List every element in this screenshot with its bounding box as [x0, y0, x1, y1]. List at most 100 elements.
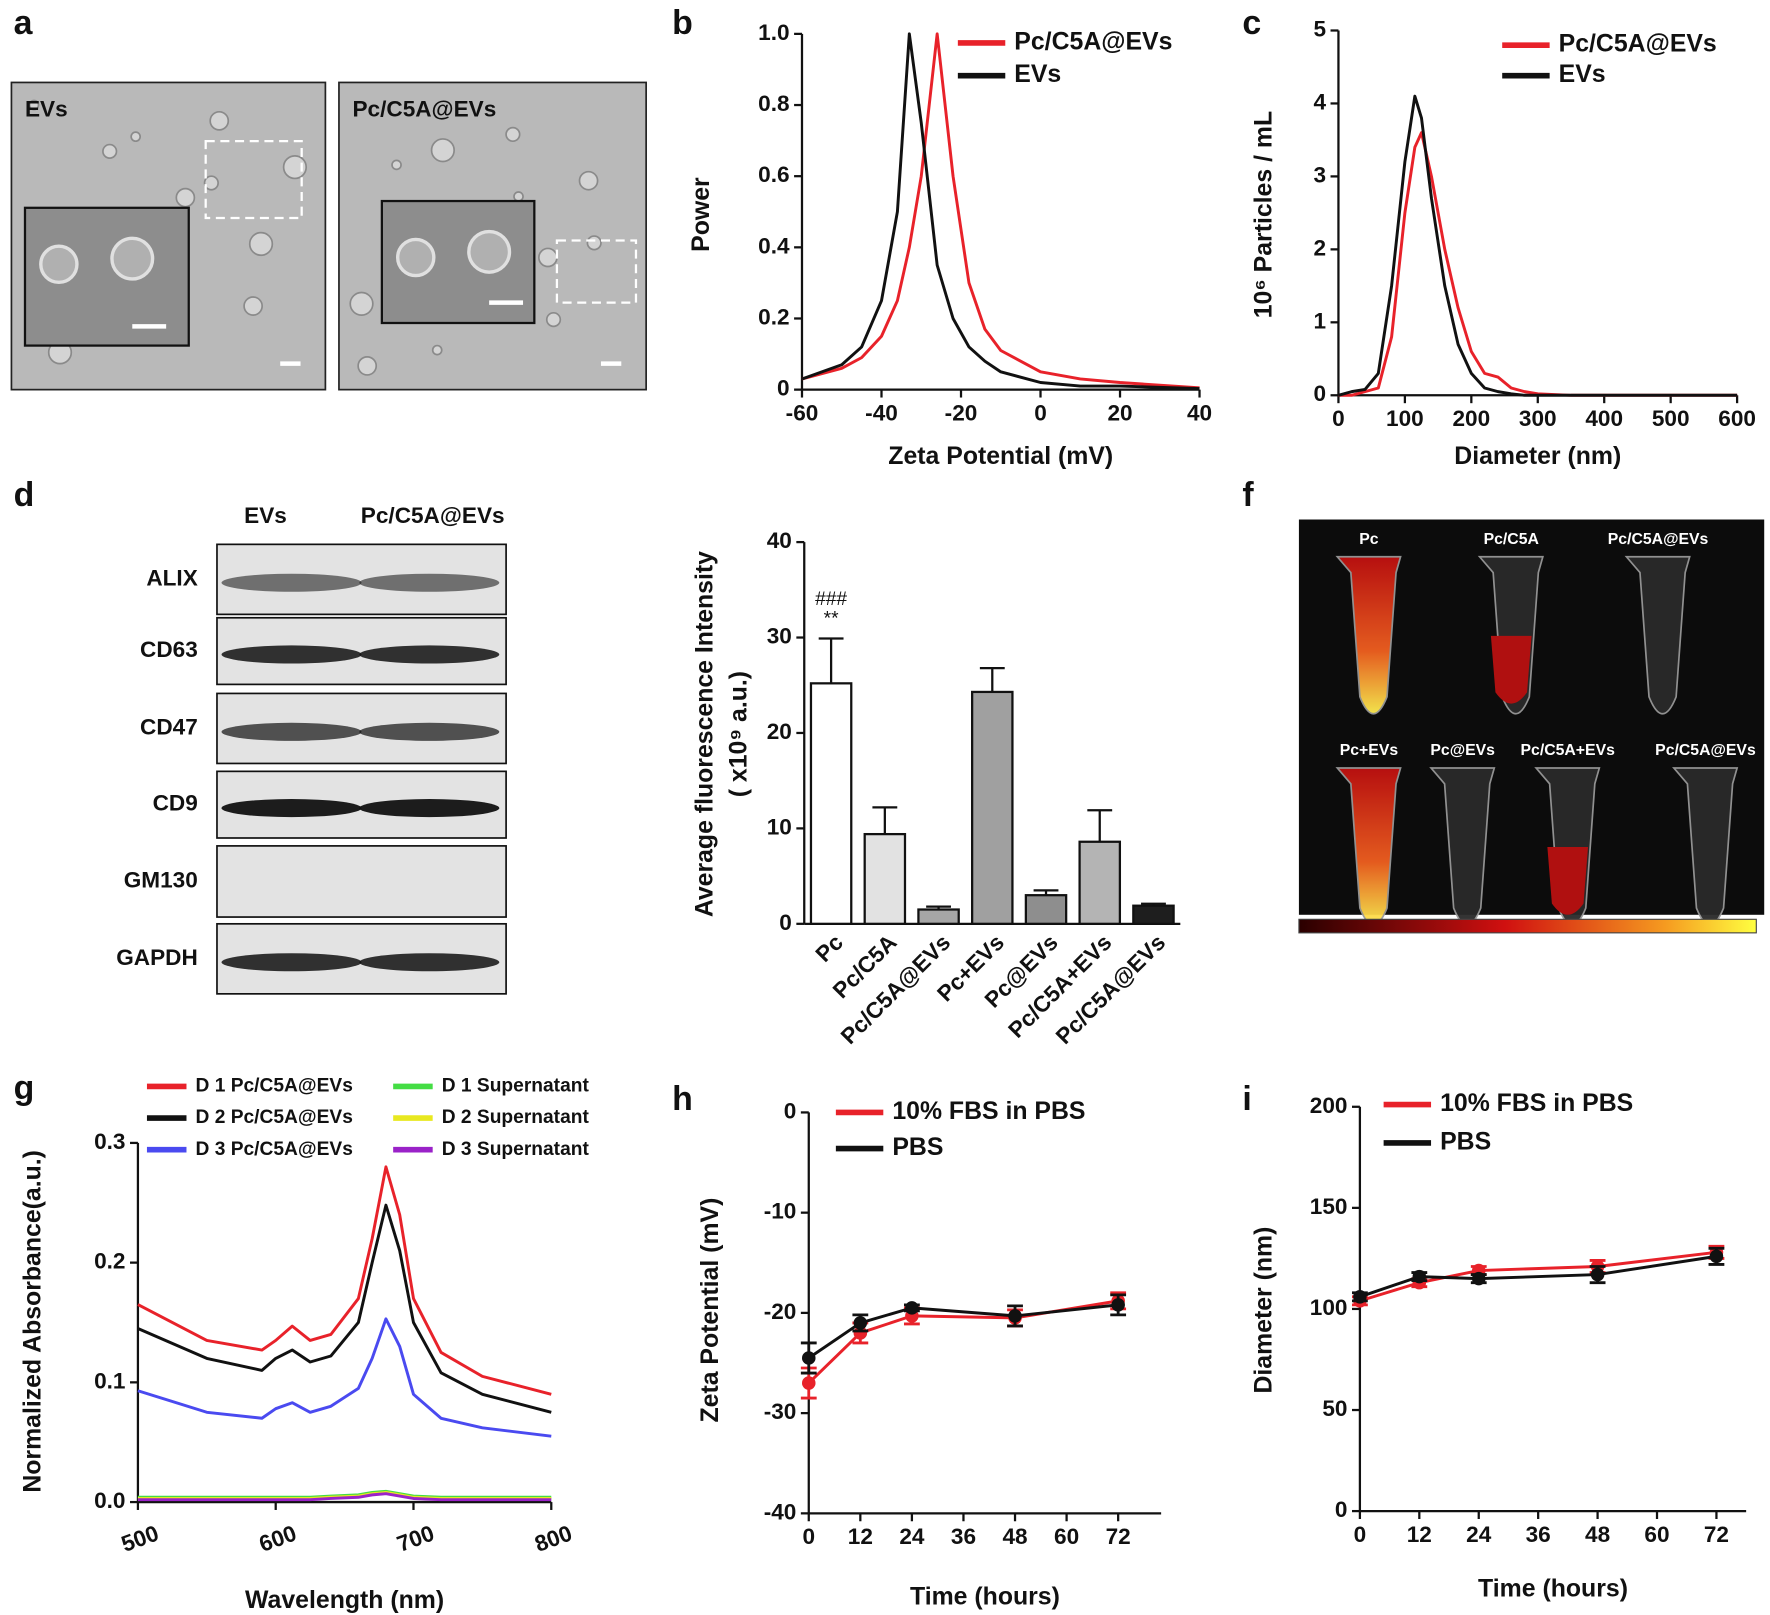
x-tick-label: 12: [1407, 1522, 1432, 1547]
tube: [1624, 555, 1691, 715]
legend-label: 10% FBS in PBS: [1440, 1090, 1633, 1117]
vesicle: [248, 231, 274, 257]
vesicle: [357, 356, 378, 376]
vesicle-zoom: [395, 237, 436, 278]
tube-label: Pc/C5A@EVs: [1608, 531, 1709, 548]
marker: [1111, 1298, 1125, 1312]
y-tick-label: 30: [767, 623, 792, 648]
x-tick-label: 200: [1452, 406, 1490, 431]
chart: -40 -30 -20 -10 0 0 12 24 36 48 60 72 Time (hours) Ze…: [697, 1098, 1162, 1611]
tube-label: Pc/C5A@EVs: [1655, 742, 1756, 759]
x-tick-label: 300: [1519, 406, 1557, 431]
vesicle: [430, 138, 455, 163]
bar: [917, 908, 960, 925]
error-bar: [979, 666, 1005, 692]
y-tick-label: 3: [1313, 162, 1326, 187]
y-tick-label: 0.6: [758, 162, 789, 187]
blot-row-label: CD9: [153, 791, 198, 816]
marker: [905, 1301, 919, 1315]
vesicle-zoom: [110, 236, 155, 281]
vesicle: [349, 291, 374, 316]
bar: [1132, 904, 1175, 925]
blot-column: EVs: [244, 503, 287, 528]
blot-band: [221, 645, 362, 664]
y-axis-label: Power: [688, 177, 715, 252]
vesicle: [282, 155, 308, 180]
x-tick-label: 48: [1002, 1524, 1027, 1549]
bar: [971, 690, 1014, 925]
bar: [1078, 840, 1122, 925]
annotation: **: [824, 608, 839, 629]
x-tick-label: -60: [786, 400, 819, 425]
bar: [1024, 894, 1068, 925]
series-line: [137, 1492, 552, 1502]
y-tick-label: 0.2: [758, 304, 789, 329]
vesicle: [203, 175, 219, 191]
annotation: ###: [815, 589, 847, 610]
y-tick-label: -10: [764, 1199, 797, 1224]
x-tick-label: -40: [865, 400, 898, 425]
y-axis-label: Diameter (nm): [1251, 1227, 1278, 1394]
legend-label: Pc/C5A@EVs: [1559, 31, 1717, 58]
y-tick-label: 0: [777, 376, 790, 401]
panel-letter: b: [672, 4, 693, 42]
tube: [1335, 555, 1402, 715]
y-tick-label: 5: [1313, 16, 1326, 41]
y-axis-label: Normalized Absorbance(a.u.): [20, 1150, 47, 1493]
legend-label: EVs: [1014, 61, 1061, 88]
x-tick-label: 24: [899, 1524, 925, 1549]
y-tick-label: 0: [779, 910, 792, 935]
legend-label: D 3 Pc/C5A@EVs: [196, 1139, 353, 1160]
legend-label: D 1 Supernatant: [442, 1076, 590, 1097]
zoom-region: [204, 140, 303, 220]
vesicle: [28, 99, 40, 111]
blot-row-label: GM130: [124, 867, 198, 892]
vesicle: [586, 235, 602, 251]
x-axis-label: Time (hours): [910, 1584, 1060, 1611]
error-bar: [1033, 889, 1059, 896]
y-tick-label: 0.3: [94, 1129, 125, 1154]
error-bar: [1141, 902, 1166, 906]
vesicle: [505, 126, 521, 143]
y-tick-label: 2: [1313, 235, 1326, 260]
x-tick-label: 100: [1386, 406, 1424, 431]
blot-row-label: CD63: [140, 637, 198, 662]
series-line: [1338, 94, 1738, 397]
vesicle-zoom: [39, 244, 79, 285]
image-label: EVs: [25, 97, 68, 122]
marker: [1008, 1309, 1022, 1323]
panel-letter: g: [14, 1069, 35, 1107]
y-tick-label: 150: [1310, 1194, 1348, 1219]
x-axis-label: Wavelength (nm): [245, 1587, 444, 1614]
blot-band: [359, 573, 500, 592]
error-bar: [818, 637, 844, 684]
chart: 0 10 20 30 40 Average fluorescence Intensity(…: [692, 528, 1181, 1049]
marker: [1471, 1271, 1486, 1286]
tube-signal: [1547, 847, 1589, 915]
series-line: [801, 32, 1200, 391]
bar: [809, 682, 853, 925]
blot-band: [221, 799, 362, 818]
marker: [1709, 1249, 1724, 1264]
series-line: [801, 32, 1200, 390]
color-scale: [1298, 918, 1757, 934]
panel-letter: c: [1242, 4, 1261, 42]
legend-label: 10% FBS in PBS: [892, 1098, 1085, 1125]
legend-label: D 2 Pc/C5A@EVs: [196, 1107, 353, 1128]
x-tick-label: 400: [1585, 406, 1623, 431]
x-tick-label: 36: [1526, 1522, 1551, 1547]
y-tick-label: 1.0: [758, 20, 789, 45]
x-tick-label: 0: [1034, 400, 1047, 425]
marker: [801, 1376, 816, 1390]
legend-label: D 1 Pc/C5A@EVs: [196, 1076, 353, 1097]
error-bar: [926, 905, 951, 910]
vesicle: [391, 159, 402, 171]
y-tick-label: 20: [767, 719, 792, 744]
blot-band: [359, 953, 500, 972]
x-tick-label: 500: [1652, 406, 1690, 431]
y-tick-label: -20: [764, 1299, 797, 1324]
x-tick-label: 12: [848, 1524, 873, 1549]
y-tick-label: 0.4: [758, 233, 790, 258]
x-tick-label: 72: [1106, 1524, 1131, 1549]
